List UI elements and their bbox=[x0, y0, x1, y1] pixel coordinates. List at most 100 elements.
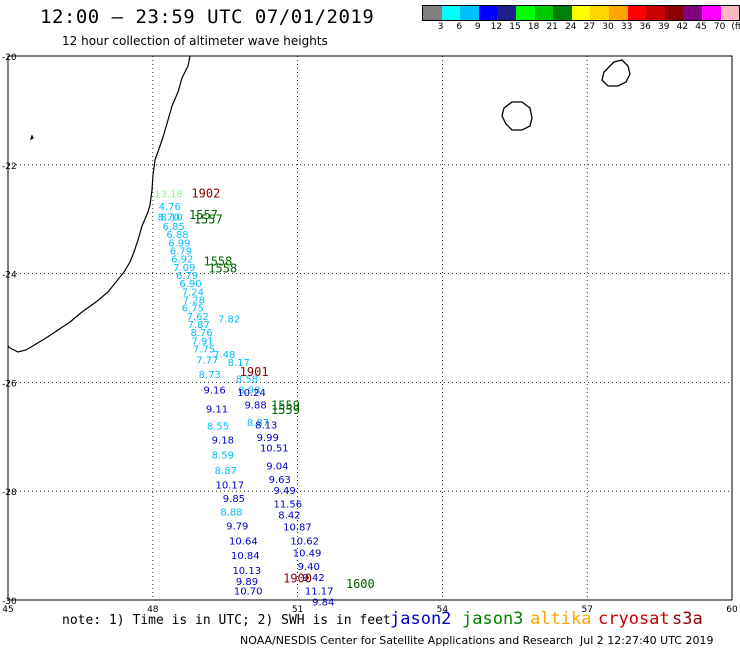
color-swatch-4 bbox=[497, 6, 516, 20]
wave-height-value: 7.62 bbox=[187, 312, 209, 323]
madagascar-coastline bbox=[7, 55, 191, 353]
wave-height-value: 10.13 bbox=[232, 566, 261, 577]
lon-tick-label: 57 bbox=[581, 605, 592, 615]
legend-s3a: s3a bbox=[672, 609, 703, 629]
color-scale-label: 3 bbox=[437, 22, 444, 32]
lon-tick-label: 48 bbox=[147, 605, 159, 615]
pass-time-label: 1558 bbox=[203, 254, 232, 268]
altimeter-track-b: 9.16 9.11 9.18 10.17 9.85 9.79 10.64 10.84 10.13… bbox=[203, 385, 334, 608]
wave-height-value: 9.63 bbox=[269, 475, 291, 486]
footer-credit: NOAA/NESDIS Center for Satellite Applica… bbox=[240, 634, 574, 647]
wave-height-value: 10.84 bbox=[231, 551, 260, 562]
footer-timestamp: Jul 2 12:27:40 UTC 2019 bbox=[580, 634, 714, 647]
wave-height-value: 9.42 bbox=[302, 573, 324, 584]
color-scale-label: (ft) bbox=[731, 22, 740, 32]
wave-height-value: 8.58 bbox=[236, 374, 258, 385]
wave-height-value: 6.99 bbox=[168, 238, 190, 249]
wave-height-value: 6.79 bbox=[176, 271, 198, 282]
wave-height-value: 7.87 bbox=[188, 320, 210, 331]
footer-note: note: 1) Time is in UTC; 2) SWH is in fe… bbox=[62, 613, 391, 628]
color-swatch-13 bbox=[664, 6, 684, 20]
pass-time-label: 1900 bbox=[283, 572, 312, 586]
altimeter-track-a: 13.184.768.708.106.856.886.996.796.927.0… bbox=[154, 189, 269, 518]
wave-height-value: 9.40 bbox=[298, 562, 320, 573]
wave-height-value: 9.16 bbox=[203, 385, 225, 396]
color-swatch-3 bbox=[478, 6, 498, 20]
pass-time-label: 1557 bbox=[194, 213, 223, 227]
color-swatch-1 bbox=[441, 6, 461, 20]
color-scale-label: 42 bbox=[676, 22, 689, 32]
wave-height-value: 6.88 bbox=[166, 230, 188, 241]
lat-tick-label: -22 bbox=[2, 162, 17, 172]
wave-height-value: 7.24 bbox=[182, 287, 204, 298]
page-title: 12:00 – 23:59 UTC 07/01/2019 bbox=[40, 6, 375, 28]
color-scale-bar bbox=[422, 5, 740, 21]
color-swatch-8 bbox=[571, 6, 591, 20]
color-swatch-10 bbox=[608, 6, 628, 20]
wave-height-value: 8.98 bbox=[238, 385, 260, 396]
islet-shape bbox=[29, 134, 34, 141]
wave-height-value: 9.11 bbox=[206, 404, 228, 415]
lat-tick-label: -30 bbox=[2, 597, 17, 607]
legend-jason3: jason3 bbox=[462, 609, 524, 629]
color-scale-label: 33 bbox=[620, 22, 633, 32]
wave-height-value: 9.88 bbox=[245, 401, 267, 412]
mauritius-island bbox=[601, 59, 631, 87]
color-swatch-7 bbox=[553, 6, 572, 20]
wave-height-value: 8.59 bbox=[212, 451, 234, 462]
wave-height-value: 8.70 bbox=[158, 212, 180, 223]
color-swatch-2 bbox=[460, 6, 479, 20]
wave-height-value: 10.24 bbox=[237, 388, 266, 399]
wave-height-value: 7.48 bbox=[213, 350, 235, 361]
wave-height-value: 10.17 bbox=[216, 480, 245, 491]
wave-height-value: 9.79 bbox=[226, 521, 248, 532]
wave-height-value: 11.56 bbox=[273, 500, 302, 511]
lon-tick-label: 51 bbox=[292, 605, 303, 615]
wave-height-value: 4.76 bbox=[159, 202, 181, 213]
wave-height-value: 8.76 bbox=[190, 328, 212, 339]
lat-lon-grid bbox=[8, 56, 732, 600]
pass-time-label: 1559 bbox=[271, 399, 300, 413]
color-scale-label: 36 bbox=[639, 22, 651, 32]
color-scale-label: 9 bbox=[474, 22, 481, 32]
wave-height-value: 8.55 bbox=[207, 422, 229, 433]
wave-height-value: 8.88 bbox=[220, 508, 242, 519]
wave-height-value: 7.82 bbox=[218, 315, 240, 326]
pass-time-label: 1559 bbox=[271, 403, 300, 417]
wave-height-value: 8.87 bbox=[215, 466, 237, 477]
pass-time-label: 1600 bbox=[346, 577, 375, 591]
wave-height-value: 7.09 bbox=[173, 263, 195, 274]
wave-height-value: 10.64 bbox=[229, 537, 258, 548]
legend-jason2: jason2 bbox=[390, 609, 452, 629]
wave-height-value: 8.10 bbox=[161, 212, 183, 223]
color-swatch-0 bbox=[423, 6, 442, 20]
color-swatch-6 bbox=[534, 6, 554, 20]
color-scale-label: 6 bbox=[456, 22, 463, 32]
pass-time-label: 1901 bbox=[240, 365, 269, 379]
wave-height-value: 9.04 bbox=[266, 461, 288, 472]
reunion-island bbox=[501, 101, 533, 131]
legend-altika: altika bbox=[530, 609, 592, 629]
wave-height-value: 7.91 bbox=[191, 336, 213, 347]
color-swatch-11 bbox=[627, 6, 647, 20]
lat-tick-label: -20 bbox=[2, 53, 17, 63]
color-swatch-15 bbox=[701, 6, 721, 20]
lon-tick-label: 54 bbox=[437, 605, 449, 615]
wave-height-value: 6.85 bbox=[162, 222, 184, 233]
page-subtitle: 12 hour collection of altimeter wave hei… bbox=[62, 34, 328, 48]
wave-height-value: 10.51 bbox=[260, 443, 289, 454]
pass-time-label: 1558 bbox=[208, 262, 237, 276]
wave-height-value: 8.17 bbox=[228, 358, 250, 369]
map-frame bbox=[7, 55, 733, 601]
color-swatch-16 bbox=[720, 6, 740, 20]
wave-height-value: 8.42 bbox=[278, 510, 300, 521]
color-scale-label: 18 bbox=[527, 22, 540, 32]
pass-time-label: 1902 bbox=[191, 186, 220, 200]
lon-tick-label: 60 bbox=[726, 605, 738, 615]
color-scale-label: 45 bbox=[695, 22, 707, 32]
wave-height-value: 9.84 bbox=[312, 597, 334, 608]
color-scale-label: 70 bbox=[713, 22, 726, 32]
wave-height-value: 9.49 bbox=[273, 486, 295, 497]
